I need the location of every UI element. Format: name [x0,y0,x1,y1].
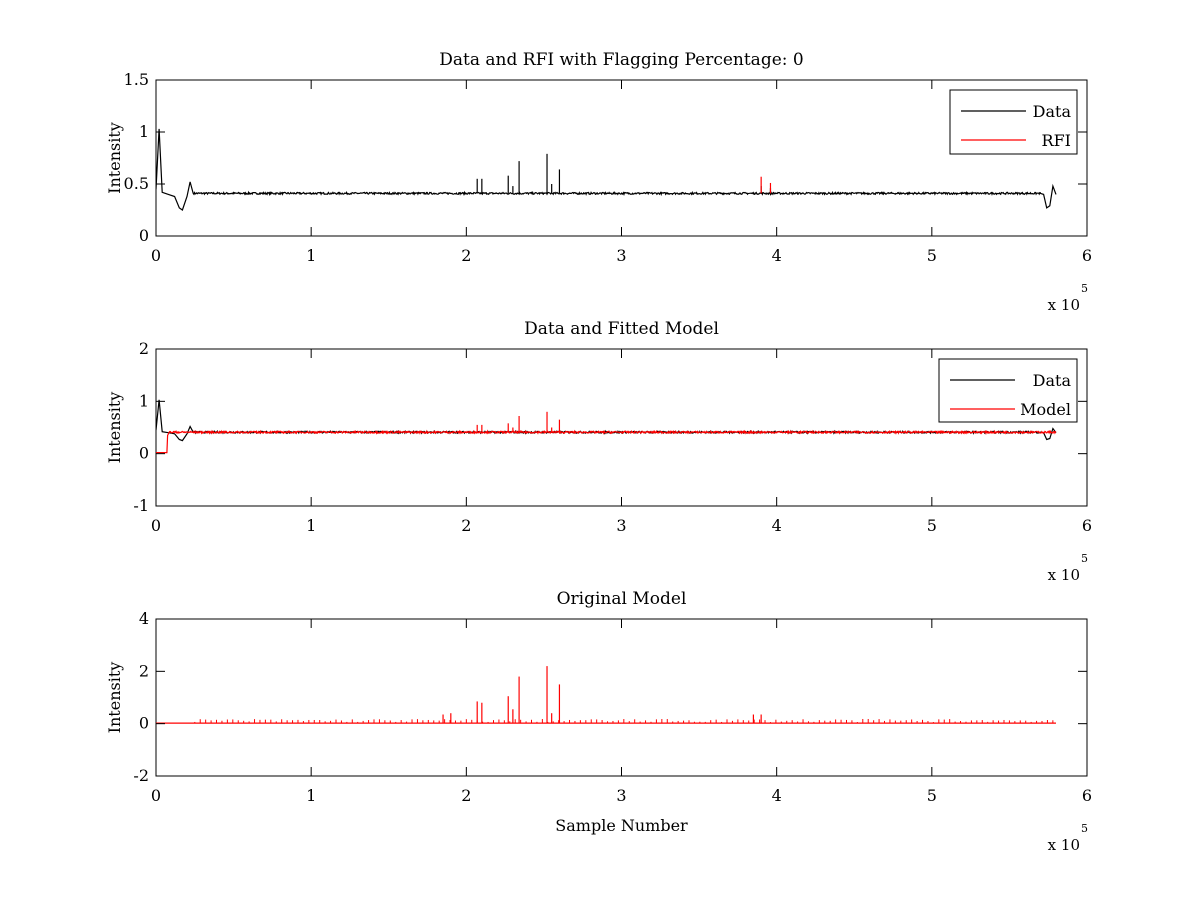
x-tick-label: 3 [616,516,626,535]
x-multiplier-exponent: 5 [1081,282,1088,295]
legend-label-rfi: RFI [1042,131,1071,150]
x-tick-label: 3 [616,786,626,805]
y-tick-label: 0 [139,714,149,733]
x-tick-label: 6 [1082,786,1092,805]
x-tick-label: 6 [1082,516,1092,535]
y-tick-label: 0.5 [124,174,149,193]
x-tick-label: 4 [772,516,782,535]
legend-label-model: Model [1020,400,1071,419]
x-tick-label: 3 [616,246,626,265]
plot-lines [156,128,1057,211]
y-tick-label: 2 [139,661,149,680]
x-tick-label: 0 [151,516,161,535]
x-multiplier-exponent: 5 [1081,822,1088,835]
x-tick-label: 0 [151,246,161,265]
series-data-line [156,128,1057,211]
chart-title: Data and Fitted Model [524,319,719,339]
legend-box [938,358,1078,423]
x-tick-label: 2 [461,516,471,535]
x-tick-label: 6 [1082,246,1092,265]
x-tick-label: 1 [306,786,316,805]
x-tick-label: 2 [461,246,471,265]
plot-lines [156,399,1057,454]
chart-title: Data and RFI with Flagging Percentage: 0 [439,50,803,70]
legend: Data Model [938,358,1078,423]
plot-area [155,348,1088,507]
legend-label-data: Data [1033,102,1072,121]
y-axis-label: Intensity [105,122,124,194]
x-tick-label: 1 [306,516,316,535]
plot-area [155,79,1088,237]
x-axis-label: Sample Number [555,816,688,835]
x-multiplier: x 10 [1048,566,1080,584]
y-tick-label: 0 [139,226,149,245]
plot-area [155,618,1088,777]
legend-box [949,89,1078,155]
x-tick-label: 4 [772,786,782,805]
chart-panel-1: 0 1 2 3 4 5 6 0 0.5 1 1.5 Data and RFI with Flaggin… [105,50,1092,314]
x-multiplier: x 10 [1048,836,1080,854]
x-tick-label: 5 [927,786,937,805]
series-model-line [156,429,1057,454]
y-tick-label: 0 [139,444,149,463]
x-tick-label: 5 [927,516,937,535]
legend: Data RFI [949,89,1078,155]
plot-lines [156,666,1056,724]
x-tick-label: 5 [927,246,937,265]
x-multiplier: x 10 [1048,296,1080,314]
y-tick-label: 4 [139,609,149,628]
chart-title: Original Model [557,589,687,609]
x-tick-label: 1 [306,246,316,265]
x-tick-label: 2 [461,786,471,805]
y-axis-label: Intensity [105,392,124,464]
y-tick-label: -1 [133,496,149,515]
y-tick-label: 2 [139,339,149,358]
y-axis-label: Intensity [105,662,124,734]
y-tick-label: 1 [139,391,149,410]
y-tick-label: 1 [139,122,149,141]
y-tick-label: 1.5 [124,70,149,89]
x-multiplier-exponent: 5 [1081,552,1088,565]
x-tick-label: 4 [772,246,782,265]
legend-label-data: Data [1033,371,1072,390]
y-tick-label: -2 [133,766,149,785]
x-tick-label: 0 [151,786,161,805]
